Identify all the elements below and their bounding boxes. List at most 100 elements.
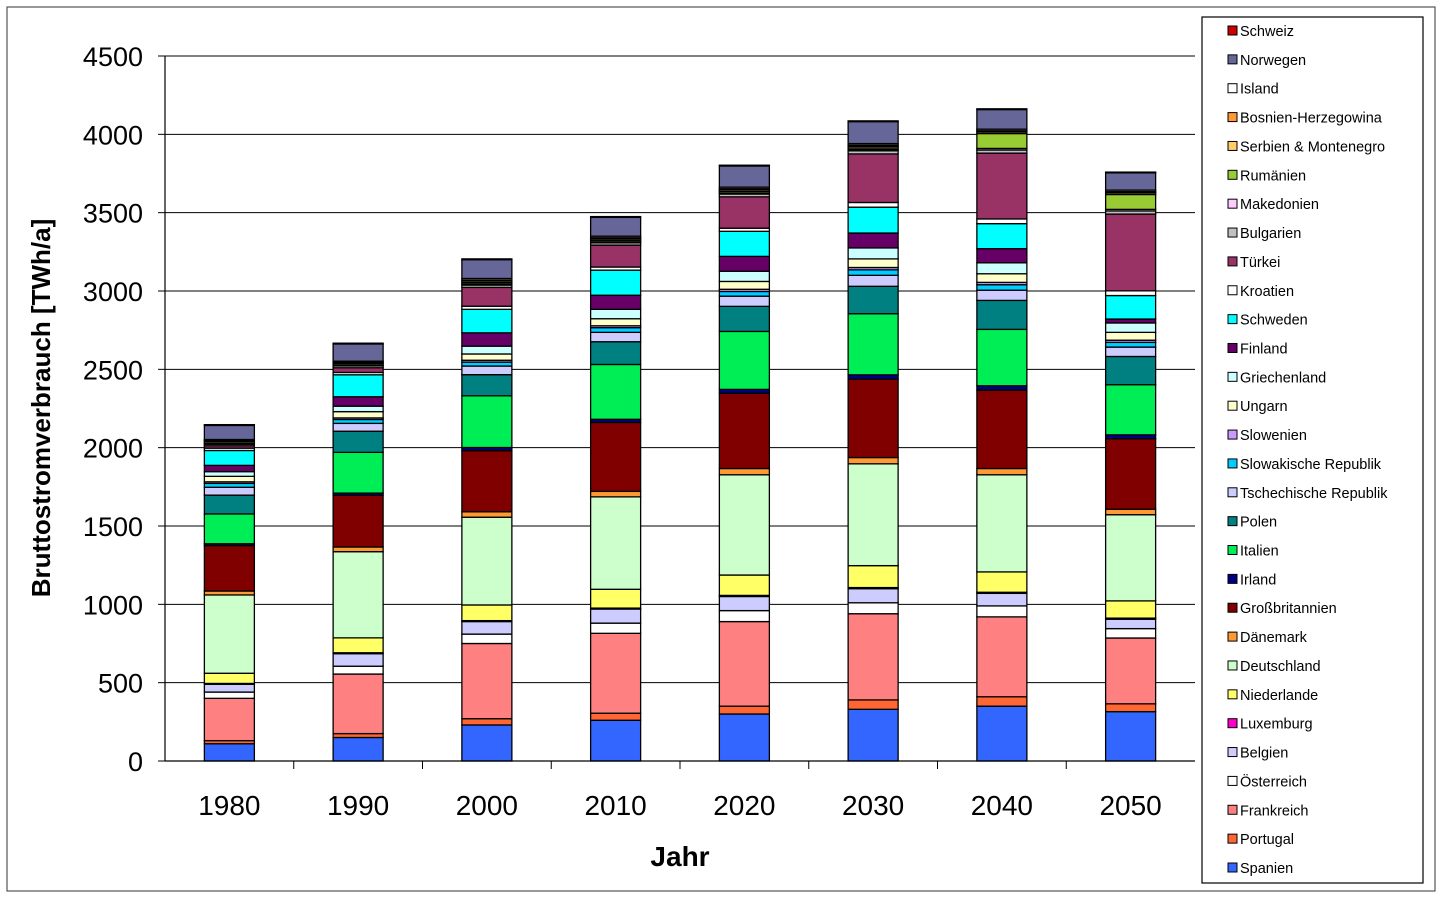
bar-segment [589, 269, 642, 296]
bar-segment [1104, 384, 1157, 436]
bar-segment [203, 470, 256, 477]
legend-swatch [1227, 804, 1238, 815]
bar-segment [589, 622, 642, 634]
bar-segment [332, 374, 384, 398]
legend-swatch [1227, 400, 1238, 411]
bar-segment [589, 216, 642, 237]
bar-segment [847, 564, 899, 589]
bar-segment [589, 331, 642, 343]
bar-segment [332, 342, 384, 345]
bar-segment [976, 218, 1028, 225]
bar-segment [718, 295, 771, 308]
bar-segment [976, 289, 1028, 302]
bar-segment [203, 544, 256, 592]
legend-swatch [1227, 83, 1238, 94]
bar-segment [461, 395, 513, 449]
bar-segment [847, 201, 899, 208]
bar-segment [589, 712, 642, 721]
x-tick-label: 1980 [198, 790, 260, 821]
bar-segment [461, 332, 513, 347]
legend-swatch [1227, 458, 1238, 469]
legend-entry: Deutschland [1240, 659, 1321, 675]
y-tick-label: 1500 [83, 512, 143, 542]
bar-segment [1104, 355, 1157, 386]
bar-segment [1104, 514, 1157, 602]
bar-segment [461, 516, 513, 606]
legend-entry: Großbritannien [1240, 601, 1337, 617]
bar-segment [461, 449, 513, 513]
legend-swatch [1227, 227, 1238, 238]
bar-segment [976, 273, 1028, 284]
bar-segment [976, 605, 1028, 618]
bar-segment [461, 353, 513, 361]
bar-segment [461, 511, 513, 518]
bar-segment [976, 328, 1028, 387]
bar-segment [847, 374, 899, 380]
bar-segment [847, 232, 899, 249]
bar-segment [203, 424, 256, 441]
bar-segment [847, 699, 899, 710]
legend-entry: Italien [1240, 544, 1279, 560]
axes: 0 500 1000 1500 2000 2500 3000 3500 4000 4500 1980… [83, 42, 1195, 821]
bar-segment [589, 496, 642, 590]
bar-segment [461, 642, 513, 720]
bar-segment [589, 632, 642, 714]
legend-frame [1201, 16, 1424, 884]
x-tick-label: 2000 [456, 790, 518, 821]
legend-entry: Kroatien [1240, 284, 1294, 300]
bar-segment [976, 592, 1028, 607]
bar-segment [589, 327, 642, 334]
bar-segment [203, 672, 256, 685]
bar-segment [976, 152, 1028, 220]
bar-segment [332, 343, 384, 362]
bar-segment [976, 389, 1028, 470]
legend-swatch [1227, 602, 1238, 613]
legend-entry: Türkei [1240, 255, 1280, 271]
bar-segment [1104, 618, 1157, 630]
bar-segment [1104, 294, 1157, 320]
x-tick-label: 2020 [713, 790, 775, 821]
bar-segment [1104, 438, 1157, 510]
bar-segment [718, 392, 771, 470]
bar-segment [203, 494, 256, 515]
bar-segment [718, 574, 771, 597]
bar-segment [976, 284, 1028, 291]
bar-segment [461, 365, 513, 376]
bar-segment [1104, 331, 1157, 341]
bar-segment [847, 285, 899, 315]
bar-segment [718, 705, 771, 715]
legend-entry: Tschechische Republik [1240, 486, 1388, 502]
bar-segment [1104, 322, 1157, 334]
bar-segment [976, 132, 1028, 150]
y-tick-label: 3500 [83, 199, 143, 229]
bar-segment [976, 705, 1028, 762]
bar-segment [203, 683, 256, 693]
legend-entry: Dänemark [1240, 630, 1308, 646]
legend-swatch [1227, 314, 1238, 325]
bar-segment [718, 467, 771, 476]
legend-entry: Slowenien [1240, 428, 1307, 444]
legend-entry: Ungarn [1240, 399, 1288, 415]
bar-segment [1104, 600, 1157, 619]
bar-segment [203, 475, 256, 483]
bar-segment [847, 206, 899, 234]
bar-segment [332, 736, 384, 762]
y-tick-label: 2500 [83, 355, 143, 385]
legend-swatch [1227, 25, 1238, 36]
bar-segment [1104, 637, 1157, 705]
bar-segment [461, 258, 513, 261]
bar-segment [332, 637, 384, 654]
bar-segment [976, 299, 1028, 331]
legend-entry: Serbien & Montenegro [1240, 139, 1385, 155]
legend-entry: Spanien [1240, 861, 1293, 877]
x-tick-label: 2040 [971, 790, 1033, 821]
bar-segment [461, 259, 513, 280]
legend-swatch [1227, 833, 1238, 844]
legend-swatch [1227, 862, 1238, 873]
bar-segment [589, 421, 642, 493]
y-tick-label: 4000 [83, 120, 143, 150]
bar-segment [976, 262, 1028, 275]
bar-segment [332, 546, 384, 553]
bar-segment [589, 719, 642, 762]
bar-segment [203, 486, 256, 496]
